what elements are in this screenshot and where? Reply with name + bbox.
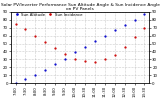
Legend: Sun Altitude, Sun Incidence: Sun Altitude, Sun Incidence xyxy=(12,12,83,17)
Sun Altitude xyxy=(84,46,86,47)
Sun Altitude xyxy=(44,69,46,70)
Sun Incidence xyxy=(114,54,116,55)
Sun Incidence xyxy=(34,35,36,36)
Sun Incidence xyxy=(104,59,106,60)
Sun Incidence xyxy=(124,46,126,47)
Sun Incidence xyxy=(44,41,46,43)
Sun Altitude xyxy=(15,83,16,84)
Sun Incidence xyxy=(54,48,56,49)
Sun Altitude xyxy=(124,24,126,25)
Sun Incidence xyxy=(84,60,86,62)
Sun Altitude xyxy=(74,52,76,53)
Line: Sun Altitude: Sun Altitude xyxy=(15,13,145,84)
Line: Sun Incidence: Sun Incidence xyxy=(15,23,145,63)
Sun Incidence xyxy=(74,59,76,60)
Sun Altitude xyxy=(54,64,56,65)
Sun Incidence xyxy=(24,29,26,30)
Sun Incidence xyxy=(94,61,96,62)
Sun Incidence xyxy=(15,23,16,24)
Sun Incidence xyxy=(144,27,145,28)
Sun Altitude xyxy=(104,35,106,36)
Sun Altitude xyxy=(34,75,36,76)
Sun Altitude xyxy=(134,19,136,20)
Sun Altitude xyxy=(64,58,66,59)
Title: Solar PV/Inverter Performance Sun Altitude Angle & Sun Incidence Angle on PV Pan: Solar PV/Inverter Performance Sun Altitu… xyxy=(0,3,160,11)
Sun Incidence xyxy=(134,37,136,38)
Sun Altitude xyxy=(114,30,116,31)
Sun Altitude xyxy=(94,41,96,42)
Sun Incidence xyxy=(64,53,66,55)
Sun Altitude xyxy=(24,79,26,80)
Sun Altitude xyxy=(144,14,145,15)
